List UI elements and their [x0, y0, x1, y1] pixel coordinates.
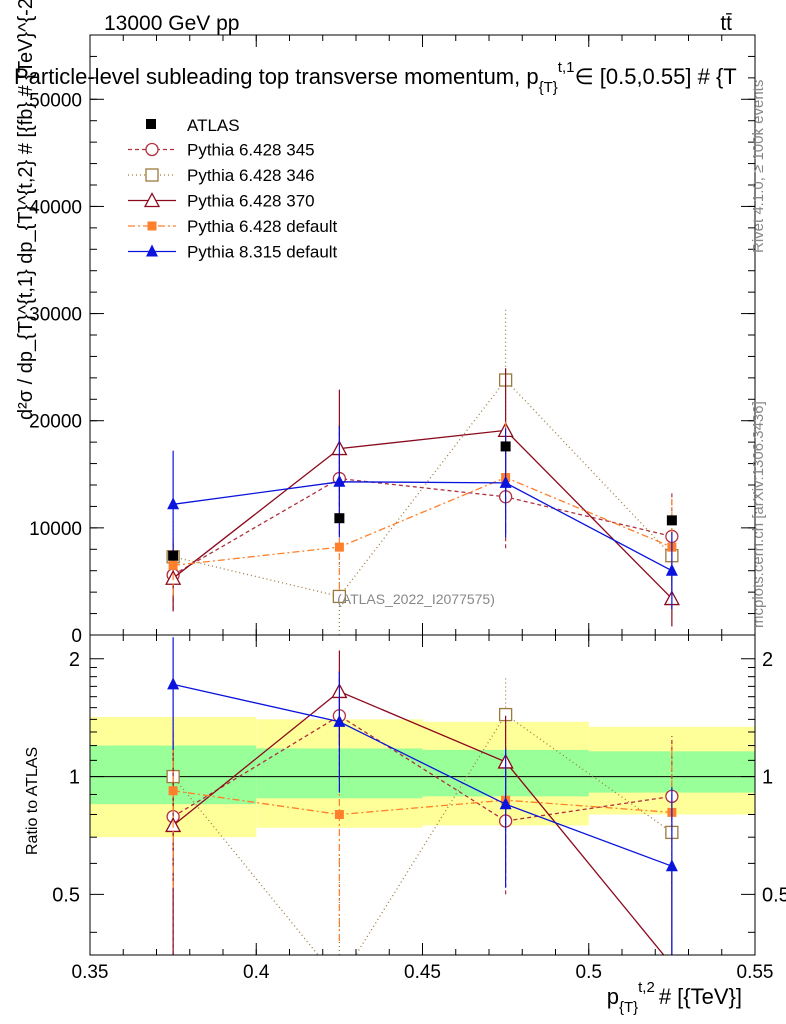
data-point: [334, 542, 344, 552]
y-tick-label: 40000: [29, 197, 82, 218]
ratio-tick-label: 1: [762, 767, 773, 789]
ratio-point: [333, 714, 346, 727]
legend-entry: Pythia 6.428 default: [128, 217, 338, 236]
legend-label: Pythia 6.428 370: [187, 192, 315, 211]
legend-label: Pythia 8.315 default: [187, 243, 338, 262]
ratio-tick-label: 0.5: [52, 884, 80, 906]
main-axes: 0 10000 20000 30000 40000 50000: [29, 34, 756, 647]
series-line: [172, 477, 673, 576]
legend-marker: [145, 168, 159, 182]
legend-entry-atlas: ATLAS: [146, 116, 240, 135]
legend-marker: [143, 192, 161, 208]
main-series: [165, 309, 680, 635]
series-line: [173, 481, 673, 572]
y-tick-label: 50000: [29, 90, 82, 111]
atlas-data: [168, 441, 677, 561]
data-point: [665, 563, 678, 576]
mcplots-label: mcplots.cern.ch [arXiv:1306.3436]: [750, 401, 767, 628]
data-point: [499, 475, 512, 488]
process-label: tt̄: [720, 12, 732, 35]
legend-entry: Pythia 6.428 346: [128, 166, 315, 185]
legend-label: Pythia 6.428 346: [187, 166, 315, 185]
ratio-line: [172, 683, 673, 867]
data-point: [332, 589, 347, 604]
x-tick-label: 0.35: [72, 962, 109, 983]
ratio-point: [334, 809, 344, 819]
legend-label: ATLAS: [187, 116, 240, 135]
y-tick-label: 0: [71, 626, 82, 647]
ratio-tick-label: 2: [69, 649, 80, 671]
ratio-tick-label: 0.5: [762, 884, 786, 906]
atlas-point: [666, 515, 677, 526]
analysis-watermark: (ATLAS_2022_I2077575): [337, 591, 495, 607]
series-pythia-6-428-346: [166, 309, 679, 635]
series-line: [172, 429, 673, 600]
ratio-frame: [89, 634, 756, 956]
series-pythia-6-428-345: [166, 422, 679, 610]
legend-label: Pythia 6.428 default: [187, 217, 338, 236]
legend-entry: Pythia 6.428 370: [128, 192, 315, 211]
ratio-line: [173, 790, 672, 816]
y-tick-label: 30000: [29, 305, 82, 326]
legend-entry: Pythia 6.428 345: [128, 141, 315, 160]
atlas-point: [168, 550, 179, 561]
y-tick-label: 20000: [29, 412, 82, 433]
ratio-line: [172, 713, 673, 955]
legend-marker: [145, 142, 159, 157]
y-tick-label: 10000: [29, 519, 82, 540]
ratio-point: [167, 677, 180, 690]
x-tick-label: 0.4: [243, 962, 270, 983]
legend-entry: Pythia 8.315 default: [128, 243, 338, 262]
legend-marker: [146, 244, 158, 257]
rivet-label: Rivet 4.1.0, ≥ 100k events: [750, 80, 767, 253]
series-pythia-6-428-default: [168, 421, 677, 596]
x-tick-label: 0.45: [404, 962, 441, 983]
legend-marker: [147, 221, 157, 231]
ratio-panel: 0.35 0.4 0.45 0.5 0.55 0.5 0.5 1 1 2 2: [52, 634, 786, 983]
ratio-point: [168, 786, 178, 796]
data-point: [167, 497, 180, 510]
energy-label: 13000 GeV pp: [104, 12, 239, 35]
ratio-point: [499, 797, 512, 810]
ratio-series: [165, 637, 679, 955]
ratio-axes: 0.35 0.4 0.45 0.5 0.55 0.5 0.5 1 1 2 2: [52, 635, 786, 983]
ratio-bands: [90, 716, 755, 838]
ratio-line: [172, 690, 665, 955]
ratio-tick-label: 2: [762, 649, 773, 671]
ratio-tick-label: 1: [69, 767, 80, 789]
atlas-point: [500, 441, 511, 452]
plot-title: Particle-level subleading top transverse…: [14, 59, 737, 96]
atlas-point: [334, 513, 345, 524]
legend-marker: [146, 119, 156, 129]
series-line: [173, 476, 673, 567]
ratio-point: [665, 859, 678, 872]
ratio-series-pythia-8-315-default: [167, 637, 678, 955]
ratio-y-label: Ratio to ATLAS: [24, 747, 41, 855]
x-axis-label: p{T}t,2 # [{TeV}]: [607, 979, 742, 1016]
series-pythia-6-428-370: [165, 368, 680, 627]
series-line: [172, 378, 673, 598]
legend: ATLAS Pythia 6.428 345 Pythia 6.428 346 Pyt…: [128, 116, 338, 262]
legend-label: Pythia 6.428 345: [187, 141, 315, 160]
main-panel: 0 10000 20000 30000 40000 50000: [29, 34, 756, 647]
data-point: [168, 560, 178, 570]
x-tick-label: 0.5: [576, 962, 602, 983]
x-tick-label: 0.55: [737, 962, 774, 983]
main-y-label: d²σ / dp_{T}^{t,1} dp_{T}^{t,2} # [{fb} …: [15, 0, 37, 420]
data-point: [333, 474, 346, 487]
